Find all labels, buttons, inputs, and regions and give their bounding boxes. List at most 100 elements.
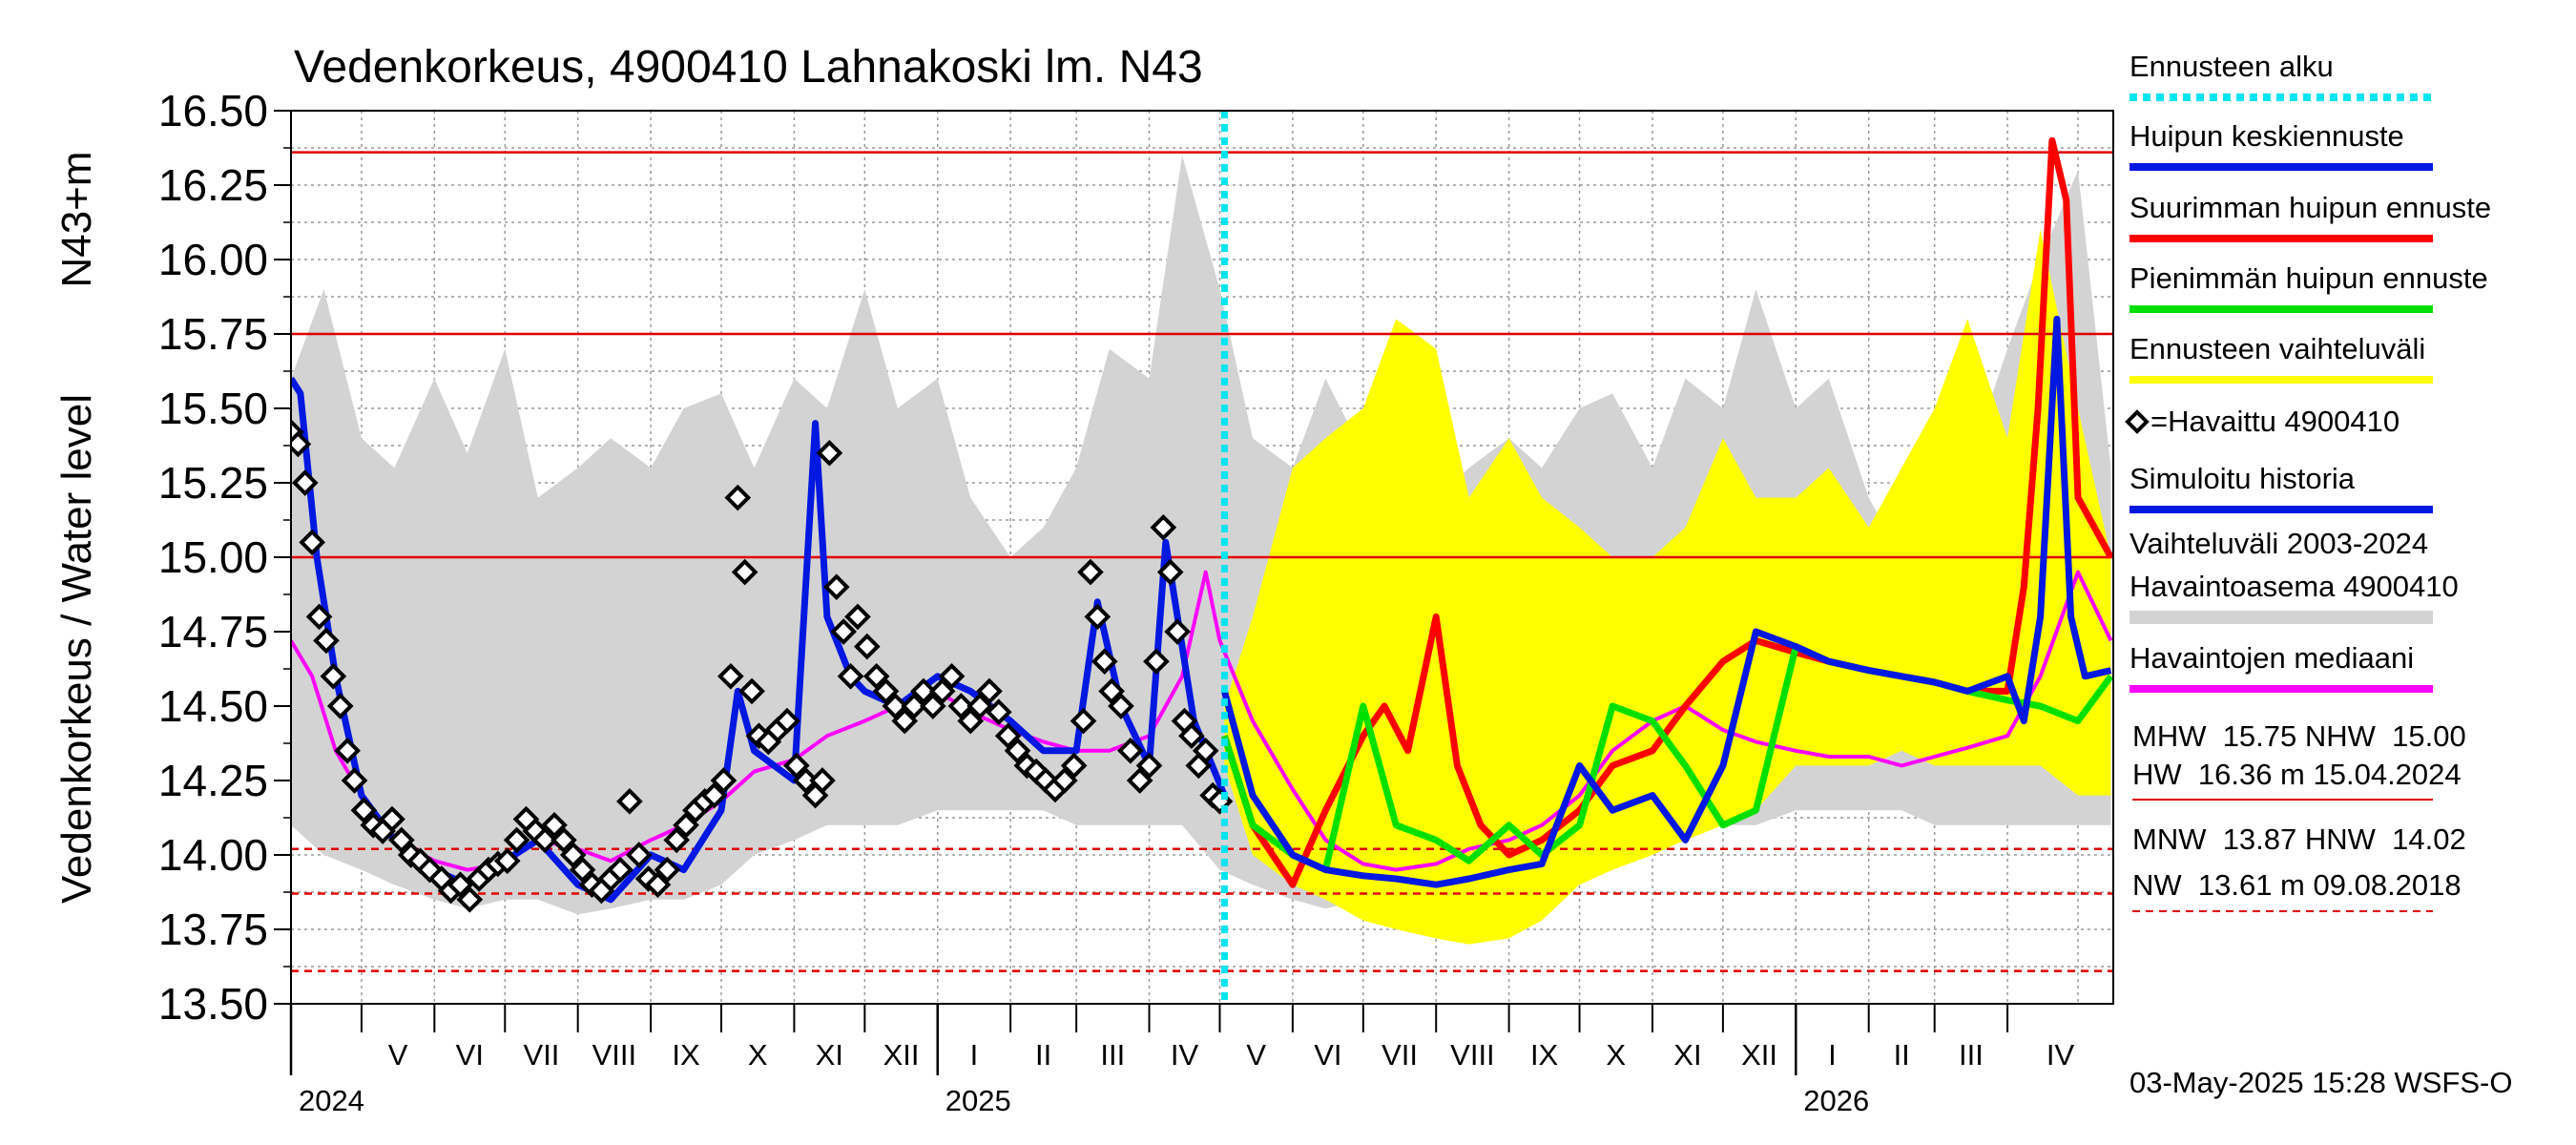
month-label: XII xyxy=(1741,1038,1777,1072)
month-label: V xyxy=(1246,1038,1266,1072)
observed-point xyxy=(334,737,361,764)
observed-point xyxy=(985,698,1012,726)
observed-point xyxy=(1117,737,1144,764)
observed-point xyxy=(1077,558,1104,586)
observed-points xyxy=(291,419,1234,913)
month-label: VII xyxy=(1381,1038,1418,1072)
month-label: IV xyxy=(1171,1038,1199,1072)
observed-point xyxy=(551,826,577,854)
observed-point xyxy=(673,811,699,839)
observed-point xyxy=(341,767,368,794)
stats-row-1: MHW 15.75 NHW 15.00 xyxy=(2132,719,2466,753)
observed-point xyxy=(738,677,765,705)
y-tick-label: 13.50 xyxy=(158,979,268,1029)
observed-point xyxy=(559,842,587,868)
forecast-range-band xyxy=(1224,229,2111,945)
legend-label: Ennusteen vaihteluväli xyxy=(2129,332,2425,365)
observed-point xyxy=(291,469,319,496)
legend-label: Pienimmän huipun ennuste xyxy=(2129,261,2488,295)
observed-point xyxy=(1091,648,1118,676)
month-label: I xyxy=(970,1038,979,1072)
year-label: 2025 xyxy=(945,1084,1011,1117)
y-axis-label: Vedenkorkeus / Water level xyxy=(53,394,100,904)
observed-point xyxy=(388,826,415,854)
month-label: III xyxy=(1100,1038,1125,1072)
threshold-lines xyxy=(291,151,2113,972)
observed-point xyxy=(1126,767,1153,794)
x-axis: V VI VII VIII IX X XI XII I II III IV V VI VII VIII IX X X… xyxy=(289,1004,2075,1117)
month-label: XI xyxy=(816,1038,843,1072)
y-axis-unit: N43+m xyxy=(53,151,100,287)
observed-point xyxy=(816,439,843,467)
legend-label: Vaihteluväli 2003-2024 xyxy=(2129,527,2428,560)
observed-point xyxy=(1108,693,1134,719)
observed-point xyxy=(928,677,956,705)
month-label: VI xyxy=(456,1038,484,1072)
month-label: X xyxy=(748,1038,768,1072)
observed-point xyxy=(710,767,737,794)
observed-point xyxy=(1098,677,1125,705)
y-tick-label: 15.25 xyxy=(158,458,268,508)
legend-label: Ennusteen alku xyxy=(2129,50,2334,83)
observed-point xyxy=(872,677,900,705)
observed-point xyxy=(910,677,937,705)
observed-point xyxy=(994,722,1022,750)
series-line xyxy=(1221,315,2112,888)
observed-point xyxy=(1192,737,1219,764)
observed-point xyxy=(919,693,946,719)
observed-point xyxy=(1060,752,1088,780)
observed-point xyxy=(326,693,354,719)
observed-point xyxy=(957,707,985,735)
y-axis: 16.50 16.25 16.00 15.75 15.50 15.25 15.00 14.75… xyxy=(158,86,291,1029)
legend-label: Suurimman huipun ennuste xyxy=(2129,191,2491,224)
observed-point xyxy=(305,603,333,631)
y-tick-label: 16.25 xyxy=(158,160,268,210)
year-label: 2026 xyxy=(1803,1084,1869,1117)
observed-point xyxy=(320,662,347,690)
observed-point xyxy=(783,752,810,780)
legend-label: Simuloitu historia xyxy=(2129,462,2356,495)
observed-point xyxy=(837,662,864,690)
observed-point xyxy=(1156,558,1184,586)
month-label: VI xyxy=(1314,1038,1341,1072)
y-tick-label: 14.50 xyxy=(158,681,268,731)
observed-point xyxy=(607,856,634,884)
month-label: IX xyxy=(1530,1038,1559,1072)
y-tick-label: 15.00 xyxy=(158,532,268,582)
observed-point xyxy=(901,693,927,719)
y-tick-label: 14.75 xyxy=(158,607,268,656)
legend-label: Havaintoasema 4900410 xyxy=(2129,570,2459,603)
legend-swatch xyxy=(2125,409,2150,434)
observed-point xyxy=(663,826,691,854)
legend: Ennusteen alku Huipun keskiennuste Suurimm… xyxy=(2125,50,2491,693)
statistics-panel: MHW 15.75 NHW 15.00 HW 16.36 m 15.04.202… xyxy=(2132,719,2466,912)
observed-point xyxy=(1084,603,1111,631)
observed-point xyxy=(717,662,744,690)
month-label: XI xyxy=(1673,1038,1701,1072)
legend-label: Havaintojen mediaani xyxy=(2129,641,2414,675)
observed-point xyxy=(822,573,850,601)
stats-row-3: MNW 13.87 HNW 14.02 xyxy=(2132,822,2466,856)
footer-timestamp: 03-May-2025 15:28 WSFS-O xyxy=(2129,1066,2512,1099)
y-tick-label: 15.75 xyxy=(158,309,268,359)
observed-point xyxy=(844,603,871,631)
stats-row-4: NW 13.61 m 09.08.2018 xyxy=(2132,868,2462,902)
observed-point xyxy=(947,693,975,719)
observed-point xyxy=(1178,722,1205,750)
legend-label: Huipun keskiennuste xyxy=(2129,119,2404,153)
chart-title: Vedenkorkeus, 4900410 Lahnakoski lm. N43 xyxy=(294,42,1203,93)
observed-point xyxy=(774,707,800,735)
observed-point xyxy=(447,871,474,899)
observed-point xyxy=(313,627,340,655)
observed-point xyxy=(456,885,484,913)
observed-point xyxy=(862,662,890,690)
observed-point xyxy=(1164,618,1191,645)
observed-point xyxy=(625,842,653,868)
month-label: IX xyxy=(672,1038,700,1072)
observed-point xyxy=(853,633,881,660)
stats-row-2: HW 16.36 m 15.04.2024 xyxy=(2132,758,2462,791)
observed-point xyxy=(654,856,681,884)
observed-point xyxy=(724,484,752,511)
observed-point xyxy=(1150,513,1177,541)
